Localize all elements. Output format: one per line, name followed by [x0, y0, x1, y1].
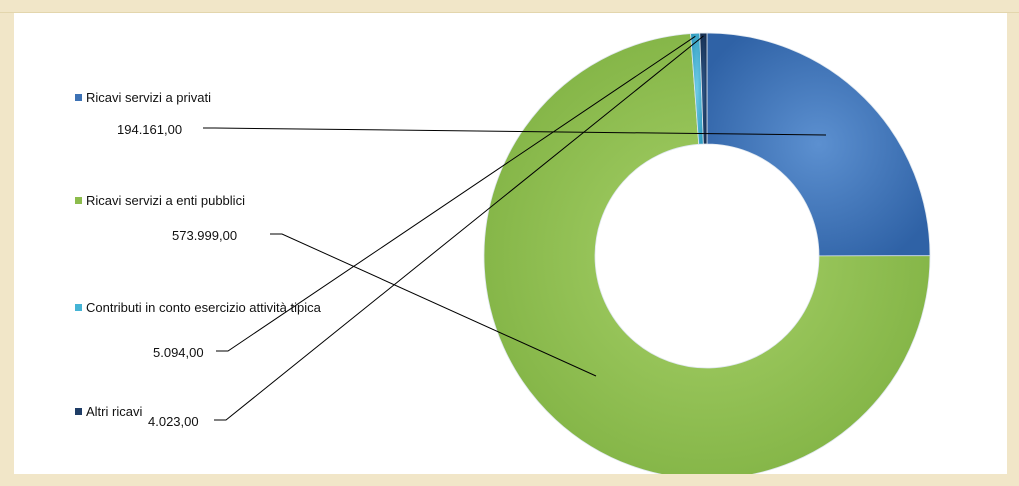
frame-top-rule: [0, 12, 1019, 13]
legend-swatch-contributi: [75, 304, 82, 311]
slice-altri-ricavi: [699, 32, 708, 145]
leader-line-altri-ricavi: [214, 35, 704, 421]
legend-swatch-altri-ricavi: [75, 408, 82, 415]
donut-slices: [483, 32, 931, 480]
leader-lines: [203, 35, 827, 421]
legend-label-altri-ricavi: Altri ricavi: [86, 404, 143, 419]
legend-label-privati: Ricavi servizi a privati: [86, 90, 211, 105]
value-label-altri-ricavi: 4.023,00: [148, 414, 199, 429]
value-label-enti-pubblici: 573.999,00: [172, 228, 238, 243]
legend-label-enti-pubblici: Ricavi servizi a enti pubblici: [86, 193, 245, 208]
legend-swatch-enti-pubblici: [75, 197, 82, 204]
legend-item-privati: Ricavi servizi a privati: [75, 90, 211, 105]
leader-line-contributi: [216, 35, 696, 352]
value-label-privati: 194.161,00: [117, 122, 183, 137]
value-label-contributi: 5.094,00: [153, 345, 204, 360]
leader-line-privati: [203, 127, 827, 136]
slice-privati: [706, 32, 931, 257]
slice-enti-pubblici: [483, 33, 931, 480]
legend-item-enti-pubblici: Ricavi servizi a enti pubblici: [75, 193, 245, 208]
legend-item-contributi: Contributi in conto esercizio attività t…: [75, 300, 321, 315]
legend-swatch-privati: [75, 94, 82, 101]
leader-line-enti-pubblici: [270, 233, 597, 377]
legend-label-contributi: Contributi in conto esercizio attività t…: [86, 300, 321, 315]
legend-item-altri-ricavi: Altri ricavi: [75, 404, 142, 419]
